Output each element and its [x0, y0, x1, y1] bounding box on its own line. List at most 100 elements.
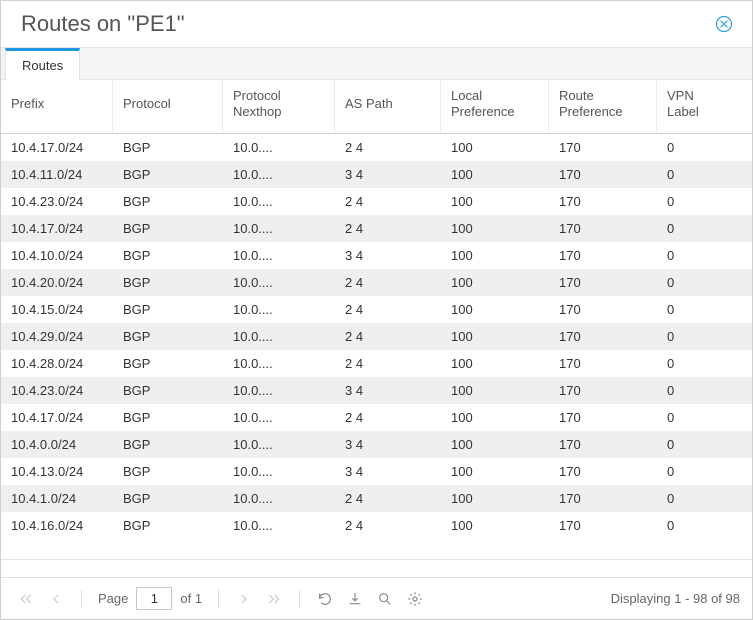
cell-rpref: 170: [549, 161, 657, 188]
page-label: Page: [98, 591, 128, 606]
table-row[interactable]: 10.4.20.0/24BGP10.0....2 41001700: [1, 269, 752, 296]
col-header-protocol[interactable]: Protocol: [113, 80, 223, 133]
cell-prefix: 10.4.28.0/24: [1, 350, 113, 377]
chevron-right-icon: [236, 591, 252, 607]
cell-rpref: 170: [549, 296, 657, 323]
cell-rpref: 170: [549, 350, 657, 377]
table-row[interactable]: 10.4.13.0/24BGP10.0....3 41001700: [1, 458, 752, 485]
cell-prefix: 10.4.23.0/24: [1, 377, 113, 404]
table-row[interactable]: 10.4.11.0/24BGP10.0....3 41001700: [1, 161, 752, 188]
settings-button[interactable]: [402, 586, 428, 612]
tab-routes[interactable]: Routes: [5, 48, 80, 80]
table-row[interactable]: 10.4.17.0/24BGP10.0....2 41001700: [1, 134, 752, 161]
table-row[interactable]: 10.4.28.0/24BGP10.0....2 41001700: [1, 350, 752, 377]
download-button[interactable]: [342, 586, 368, 612]
col-header-protocol-nexthop[interactable]: Protocol Nexthop: [223, 80, 335, 133]
cell-lpref: 100: [441, 377, 549, 404]
tab-label: Routes: [22, 58, 63, 73]
search-button[interactable]: [372, 586, 398, 612]
cell-protocol: BGP: [113, 512, 223, 539]
cell-prefix: 10.4.16.0/24: [1, 512, 113, 539]
cell-protocol: BGP: [113, 215, 223, 242]
cell-vpn: 0: [657, 296, 737, 323]
close-button[interactable]: [714, 14, 734, 34]
table-row[interactable]: 10.4.15.0/24BGP10.0....2 41001700: [1, 296, 752, 323]
cell-prefix: 10.4.10.0/24: [1, 242, 113, 269]
next-page-button[interactable]: [231, 586, 257, 612]
cell-vpn: 0: [657, 512, 737, 539]
cell-prefix: 10.4.11.0/24: [1, 161, 113, 188]
cell-aspath: 2 4: [335, 215, 441, 242]
refresh-icon: [317, 591, 333, 607]
table-body[interactable]: 10.4.17.0/24BGP10.0....2 4100170010.4.11…: [1, 134, 752, 560]
cell-protocol: BGP: [113, 323, 223, 350]
cell-rpref: 170: [549, 404, 657, 431]
cell-vpn: 0: [657, 161, 737, 188]
cell-rpref: 170: [549, 458, 657, 485]
cell-vpn: 0: [657, 323, 737, 350]
prev-page-button[interactable]: [43, 586, 69, 612]
first-page-button[interactable]: [13, 586, 39, 612]
cell-aspath: 2 4: [335, 188, 441, 215]
cell-vpn: 0: [657, 350, 737, 377]
cell-protocol: BGP: [113, 350, 223, 377]
cell-aspath: 2 4: [335, 485, 441, 512]
cell-lpref: 100: [441, 323, 549, 350]
cell-vpn: 0: [657, 404, 737, 431]
gear-icon: [407, 591, 423, 607]
col-header-local-preference[interactable]: Local Preference: [441, 80, 549, 133]
cell-aspath: 2 4: [335, 296, 441, 323]
cell-rpref: 170: [549, 215, 657, 242]
table-row[interactable]: 10.4.23.0/24BGP10.0....3 41001700: [1, 377, 752, 404]
cell-aspath: 3 4: [335, 242, 441, 269]
cell-pnexthop: 10.0....: [223, 350, 335, 377]
table-row[interactable]: 10.4.0.0/24BGP10.0....3 41001700: [1, 431, 752, 458]
table-row[interactable]: 10.4.17.0/24BGP10.0....2 41001700: [1, 215, 752, 242]
separator: [218, 590, 219, 608]
cell-prefix: 10.4.15.0/24: [1, 296, 113, 323]
cell-vpn: 0: [657, 188, 737, 215]
close-icon: [715, 15, 733, 33]
col-header-route-preference[interactable]: Route Preference: [549, 80, 657, 133]
cell-vpn: 0: [657, 485, 737, 512]
cell-vpn: 0: [657, 458, 737, 485]
cell-rpref: 170: [549, 377, 657, 404]
table-row[interactable]: 10.4.29.0/24BGP10.0....2 41001700: [1, 323, 752, 350]
cell-protocol: BGP: [113, 485, 223, 512]
refresh-button[interactable]: [312, 586, 338, 612]
cell-prefix: 10.4.20.0/24: [1, 269, 113, 296]
last-page-button[interactable]: [261, 586, 287, 612]
cell-vpn: 0: [657, 134, 737, 161]
cell-prefix: 10.4.29.0/24: [1, 323, 113, 350]
cell-pnexthop: 10.0....: [223, 323, 335, 350]
cell-lpref: 100: [441, 242, 549, 269]
cell-lpref: 100: [441, 458, 549, 485]
search-icon: [377, 591, 393, 607]
cell-vpn: 0: [657, 215, 737, 242]
cell-lpref: 100: [441, 161, 549, 188]
page-input[interactable]: [136, 587, 172, 610]
col-header-prefix[interactable]: Prefix: [1, 80, 113, 133]
table-row[interactable]: 10.4.23.0/24BGP10.0....2 41001700: [1, 188, 752, 215]
table-row[interactable]: 10.4.10.0/24BGP10.0....3 41001700: [1, 242, 752, 269]
cell-aspath: 2 4: [335, 512, 441, 539]
table-row[interactable]: 10.4.16.0/24BGP10.0....2 41001700: [1, 512, 752, 539]
col-header-as-path[interactable]: AS Path: [335, 80, 441, 133]
horizontal-scrollbar[interactable]: [1, 559, 752, 577]
cell-aspath: 2 4: [335, 323, 441, 350]
chevron-double-right-icon: [266, 591, 282, 607]
col-header-vpn-label[interactable]: VPN Label: [657, 80, 737, 133]
cell-prefix: 10.4.17.0/24: [1, 404, 113, 431]
cell-pnexthop: 10.0....: [223, 431, 335, 458]
table-row[interactable]: 10.4.1.0/24BGP10.0....2 41001700: [1, 485, 752, 512]
cell-protocol: BGP: [113, 269, 223, 296]
table-row[interactable]: 10.4.17.0/24BGP10.0....2 41001700: [1, 404, 752, 431]
chevron-double-left-icon: [18, 591, 34, 607]
cell-vpn: 0: [657, 431, 737, 458]
cell-lpref: 100: [441, 134, 549, 161]
cell-lpref: 100: [441, 269, 549, 296]
cell-lpref: 100: [441, 350, 549, 377]
page-of-label: of 1: [180, 591, 202, 606]
cell-lpref: 100: [441, 404, 549, 431]
cell-rpref: 170: [549, 323, 657, 350]
